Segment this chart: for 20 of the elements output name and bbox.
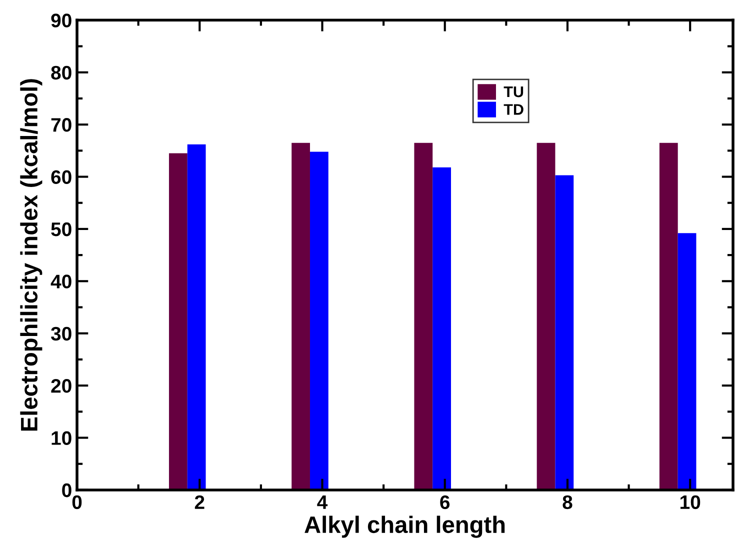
y-tick-label: 60 (51, 170, 72, 184)
x-tick-label: 4 (317, 496, 328, 509)
y-tick-label: 70 (51, 118, 72, 132)
y-tick-label: 0 (62, 483, 72, 498)
y-axis-title: Electrophilicity index (kcal/mol) (20, 79, 42, 431)
x-tick-label: 0 (72, 495, 82, 510)
y-tick-label: 30 (50, 326, 72, 341)
x-axis-title: Alkyl chain length (304, 516, 505, 538)
y-tick-label: 20 (51, 379, 72, 393)
y-tick-label: 40 (50, 274, 72, 288)
x-tick-label: 6 (440, 495, 450, 510)
y-tick-label: 50 (51, 222, 72, 236)
legend-label: TD (504, 104, 524, 115)
y-tick-label: 80 (51, 66, 72, 80)
y-tick-label: 90 (51, 14, 72, 28)
x-tick-label: 8 (562, 495, 572, 510)
x-tick-label: 10 (680, 495, 700, 510)
x-tick-label: 2 (194, 495, 204, 509)
y-tick-label: 10 (52, 431, 72, 445)
legend-label: TU (504, 86, 524, 98)
